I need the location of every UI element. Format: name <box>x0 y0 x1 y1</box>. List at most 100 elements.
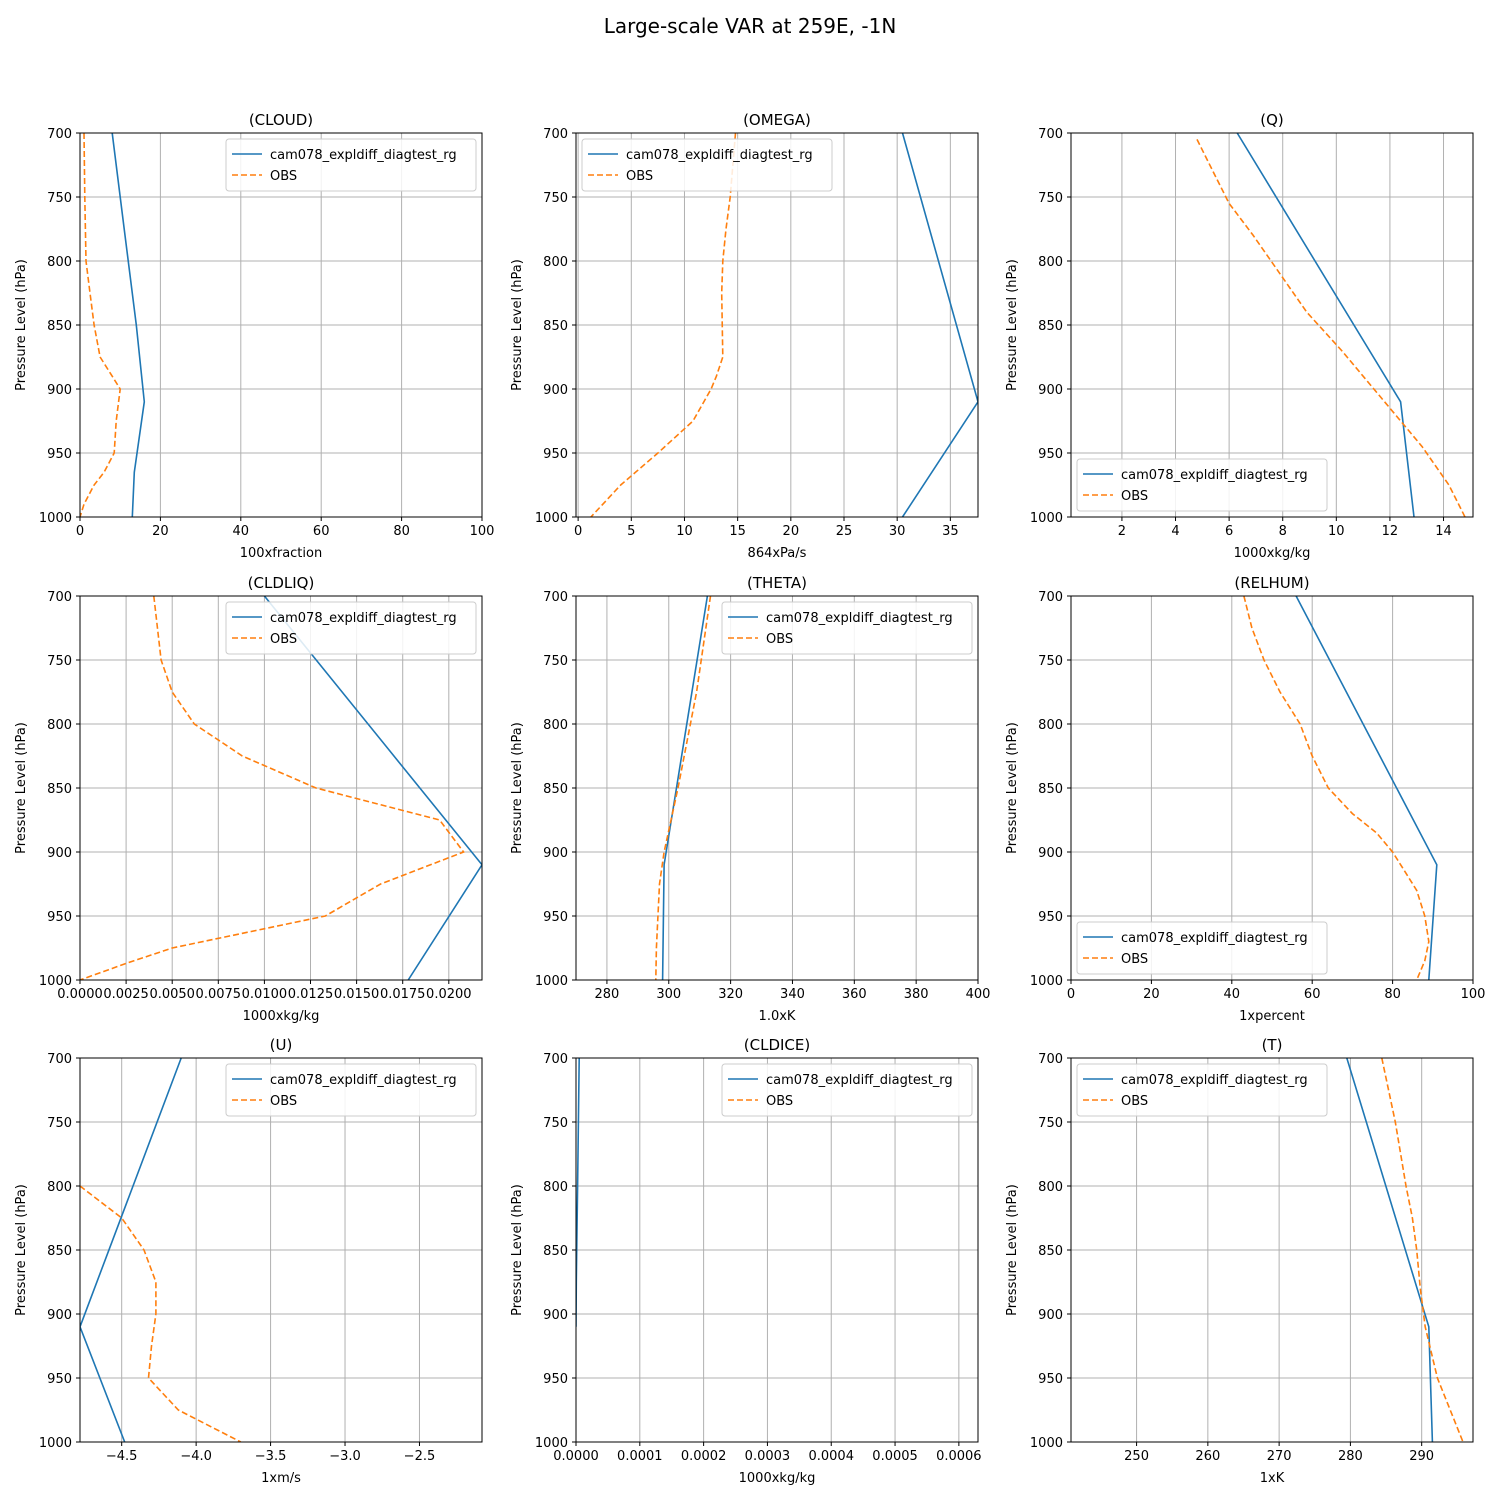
x-tick-label: 0.0002 <box>681 1449 727 1464</box>
x-tick-label: 10 <box>1328 524 1345 539</box>
x-tick-label: 100 <box>470 524 495 539</box>
axes-frame <box>1070 132 1474 518</box>
legend-entry-label: cam078_expldiff_diagtest_rg <box>766 611 953 626</box>
x-tick-label: 0.0050 <box>149 987 195 1002</box>
legend: cam078_expldiff_diagtest_rg OBS <box>1076 1063 1328 1117</box>
y-tick-label: 800 <box>47 718 72 733</box>
y-tick-label: 800 <box>1038 255 1063 270</box>
x-tick-label: 20 <box>783 524 800 539</box>
x-tick-label: 0.0004 <box>808 1449 854 1464</box>
x-axis-label: 1000xkg/kg <box>1234 546 1311 561</box>
legend: cam078_expldiff_diagtest_rg OBS <box>1076 458 1328 512</box>
legend-entry-label: OBS <box>270 1094 297 1109</box>
x-tick-label: 8 <box>1279 524 1287 539</box>
model-series-line <box>1236 133 1415 517</box>
x-tick-label: 15 <box>729 524 746 539</box>
legend-box <box>225 601 477 655</box>
x-tick-label: 360 <box>842 987 867 1002</box>
x-axis-label: 1000xkg/kg <box>739 1471 816 1486</box>
x-tick-label: 400 <box>966 987 991 1002</box>
x-tick-label: 10 <box>676 524 693 539</box>
x-tick-label: 0.0000 <box>57 987 103 1002</box>
y-tick-label: 950 <box>47 910 72 925</box>
model-series-line <box>1346 1058 1434 1442</box>
y-tick-label: 750 <box>47 191 72 206</box>
legend-entry-label: cam078_expldiff_diagtest_rg <box>270 611 457 626</box>
y-tick-label: 900 <box>543 383 568 398</box>
x-tick-label: 0 <box>574 524 582 539</box>
x-tick-label: 60 <box>313 524 330 539</box>
x-axis-label: 1xpercent <box>1239 1009 1305 1024</box>
x-tick-label: 0.0100 <box>242 987 288 1002</box>
y-tick-label: 850 <box>1038 782 1063 797</box>
y-tick-label: 850 <box>1038 1244 1063 1259</box>
legend-entry-label: cam078_expldiff_diagtest_rg <box>1121 468 1308 483</box>
legend-box <box>225 138 477 192</box>
legend: cam078_expldiff_diagtest_rg OBS <box>225 138 477 192</box>
legend-entry-label: cam078_expldiff_diagtest_rg <box>1121 1073 1308 1088</box>
model-series-line <box>111 133 146 517</box>
x-axis-label: 1000xkg/kg <box>243 1009 320 1024</box>
chart-panel: (OMEGA) 0 5 10 15 20 25 30 35 700 750 800 850 900 950 1… <box>510 111 979 561</box>
y-tick-label: 700 <box>1038 1052 1063 1067</box>
y-tick-label: 950 <box>543 910 568 925</box>
legend: cam078_expldiff_diagtest_rg OBS <box>225 1063 477 1117</box>
y-tick-label: 900 <box>1038 1308 1063 1323</box>
x-axis-label: 1xm/s <box>261 1471 301 1486</box>
x-tick-label: 14 <box>1435 524 1452 539</box>
y-tick-label: 850 <box>543 1244 568 1259</box>
legend: cam078_expldiff_diagtest_rg OBS <box>1076 921 1328 975</box>
y-tick-label: 800 <box>543 718 568 733</box>
axes-frame <box>575 1057 979 1443</box>
y-tick-label: 900 <box>47 383 72 398</box>
chart-panel: (RELHUM) 0 20 40 60 80 100 700 750 800 850 900 950 10… <box>1005 574 1485 1024</box>
y-tick-label: 950 <box>47 447 72 462</box>
obs-series-line <box>80 133 122 517</box>
y-tick-label: 950 <box>1038 1372 1063 1387</box>
y-tick-label: 950 <box>543 1372 568 1387</box>
x-tick-label: 340 <box>780 987 805 1002</box>
legend-entry-label: cam078_expldiff_diagtest_rg <box>1121 931 1308 946</box>
x-tick-label: 40 <box>233 524 250 539</box>
figure-title: Large-scale VAR at 259E, -1N <box>603 14 897 38</box>
x-tick-label: 380 <box>904 987 929 1002</box>
y-tick-label: 750 <box>1038 191 1063 206</box>
y-tick-label: 850 <box>1038 319 1063 334</box>
x-tick-label: 5 <box>627 524 635 539</box>
obs-series-line <box>1381 1058 1464 1442</box>
legend-entry-label: cam078_expldiff_diagtest_rg <box>626 148 813 163</box>
chart-panel: (U) −4.5 −4.0 −3.5 −3.0 −2.5 700 750 800 850 900 95… <box>14 1036 483 1486</box>
y-tick-label: 1000 <box>1030 974 1063 989</box>
y-tick-label: 750 <box>47 654 72 669</box>
y-tick-label: 750 <box>543 654 568 669</box>
x-tick-label: 0.0025 <box>103 987 149 1002</box>
y-tick-label: 900 <box>47 846 72 861</box>
obs-series-line <box>655 596 712 980</box>
x-tick-label: 0.0003 <box>745 1449 791 1464</box>
y-tick-label: 1000 <box>535 511 568 526</box>
legend-entry-label: OBS <box>270 632 297 647</box>
x-tick-label: 20 <box>1143 987 1160 1002</box>
y-tick-label: 700 <box>543 590 568 605</box>
y-tick-label: 800 <box>1038 718 1063 733</box>
x-tick-label: 25 <box>836 524 853 539</box>
axes-frame <box>575 132 979 518</box>
y-tick-label: 950 <box>1038 910 1063 925</box>
y-tick-label: 800 <box>543 1180 568 1195</box>
obs-series-line <box>1243 596 1430 980</box>
y-tick-label: 1000 <box>39 1436 72 1451</box>
y-axis-label: Pressure Level (hPa) <box>14 259 29 391</box>
y-tick-label: 1000 <box>535 1436 568 1451</box>
chart-panel: (CLDLIQ)0.0000 0.0025 0.0050 0.0075 0.0100 0.… <box>14 574 483 1024</box>
legend-box <box>721 601 973 655</box>
legend-box <box>721 1063 973 1117</box>
panel-title: (T) <box>1262 1036 1283 1054</box>
y-tick-label: 1000 <box>535 974 568 989</box>
chart-panel: (Q) 2 4 6 8 10 12 14 700 750 800 850 900 950 1000 1000x… <box>1005 111 1474 561</box>
y-tick-label: 700 <box>47 590 72 605</box>
y-tick-label: 950 <box>47 1372 72 1387</box>
obs-series-line <box>80 596 465 980</box>
y-tick-label: 700 <box>1038 127 1063 142</box>
x-tick-label: 0.0125 <box>288 987 334 1002</box>
